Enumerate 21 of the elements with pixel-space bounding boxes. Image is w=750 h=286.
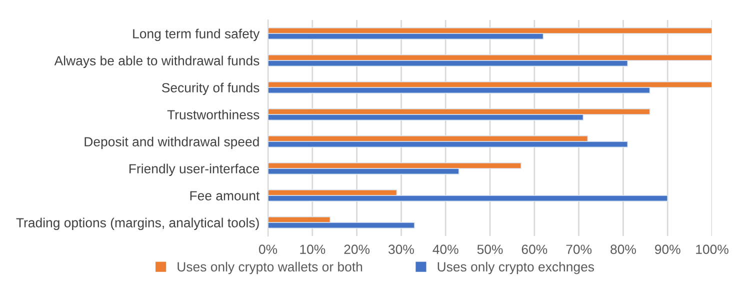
y-tick-label: Always be able to withdrawal funds: [54, 56, 260, 68]
x-tick-label: 60%: [522, 244, 548, 254]
legend-label: Uses only crypto exchnges: [438, 262, 594, 274]
x-tick-label: 30%: [388, 244, 414, 254]
x-tick-label: 40%: [432, 244, 458, 254]
x-tick-label: 0%: [258, 244, 278, 254]
x-tick-label: 10%: [300, 244, 326, 254]
y-tick-label: Fee amount: [190, 191, 260, 200]
legend-label: Uses only crypto wallets or both: [178, 262, 362, 274]
x-tick-label: 20%: [344, 244, 370, 254]
y-tick-label: Trading options (margins, analytical tools): [16, 218, 259, 230]
y-tick-label: Trustworthiness: [167, 110, 260, 120]
x-tick-label: 100%: [696, 244, 728, 254]
x-tick-label: 70%: [566, 244, 592, 254]
x-tick-label: 50%: [477, 244, 503, 254]
y-tick-label: Deposit and withdrawal speed: [84, 136, 259, 150]
y-tick-label: Long term fund safety: [133, 28, 260, 42]
x-tick-label: 90%: [655, 244, 680, 254]
y-tick-label: Security of funds: [162, 82, 260, 96]
x-tick-label: 80%: [610, 244, 636, 254]
y-tick-label: Friendly user-interface: [129, 164, 260, 176]
